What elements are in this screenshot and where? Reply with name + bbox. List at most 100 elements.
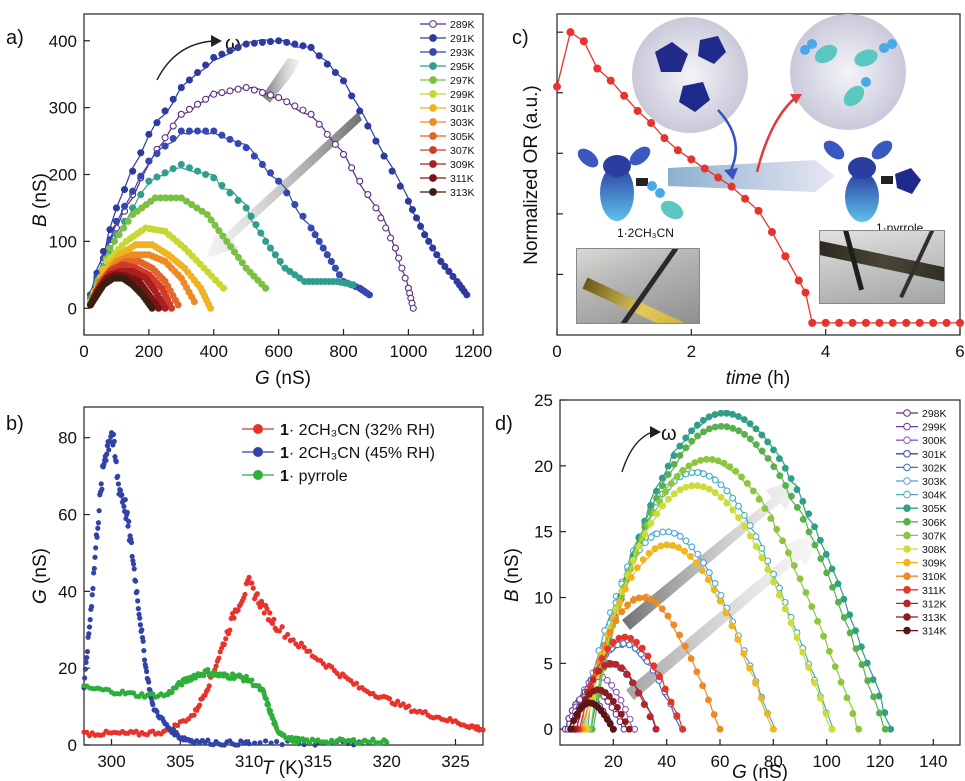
- data-point: [647, 596, 655, 603]
- data-point: [664, 495, 672, 503]
- x-tick-label: 100: [812, 752, 840, 771]
- legend-label: 303K: [450, 117, 475, 129]
- data-point: [793, 634, 801, 641]
- data-point: [161, 304, 169, 312]
- data-point: [267, 610, 273, 616]
- data-point: [620, 91, 629, 100]
- data-point: [858, 661, 866, 669]
- data-point: [230, 248, 239, 256]
- data-point: [705, 425, 713, 433]
- data-point: [705, 569, 713, 576]
- data-point: [714, 457, 722, 465]
- data-point: [752, 425, 760, 433]
- x-tick-label: 6: [955, 342, 964, 361]
- data-point: [112, 204, 120, 212]
- y-tick-label: 300: [49, 99, 77, 118]
- legend-marker: [903, 409, 911, 417]
- panel-b-series: [81, 430, 486, 748]
- data-point: [682, 537, 690, 545]
- data-point: [139, 627, 145, 633]
- data-point: [723, 423, 731, 431]
- data-point: [799, 515, 807, 523]
- data-point: [249, 580, 255, 586]
- data-point: [790, 562, 798, 570]
- photo-right-frame: [819, 230, 945, 304]
- data-point: [291, 201, 299, 209]
- data-point: [814, 617, 822, 625]
- legend-label: 301K: [450, 103, 475, 115]
- data-point: [111, 438, 117, 444]
- data-point: [767, 515, 775, 522]
- data-point: [234, 43, 242, 51]
- data-point: [348, 164, 356, 172]
- legend-label: 1· 2CH₃CN (32% RH): [280, 422, 435, 439]
- data-point: [137, 615, 143, 621]
- data-point: [840, 595, 848, 603]
- data-point: [281, 264, 289, 272]
- data-point: [202, 170, 210, 179]
- data-point: [711, 411, 719, 418]
- molecule-left-head: [603, 155, 631, 177]
- legend-label: 312K: [922, 598, 947, 610]
- legend-label: 291K: [450, 33, 475, 45]
- data-point: [252, 221, 260, 229]
- data-point: [433, 251, 441, 259]
- data-point: [720, 459, 728, 467]
- legend-marker: [903, 477, 911, 485]
- data-point: [770, 578, 778, 586]
- data-point: [635, 543, 643, 550]
- data-point: [589, 676, 597, 684]
- data-point: [148, 695, 155, 701]
- data-point: [327, 257, 335, 265]
- panel-c: c) 0 2 4 6: [512, 13, 965, 389]
- data-point: [758, 694, 765, 702]
- pyrrole-shape-3: [679, 82, 710, 112]
- legend-label: 309K: [922, 558, 947, 570]
- y-tick-label: 0: [544, 720, 553, 739]
- data-point: [331, 140, 339, 148]
- data-point: [155, 304, 163, 312]
- legend-label: 295K: [450, 61, 475, 73]
- data-point: [339, 77, 348, 85]
- molecule-right: [823, 140, 921, 222]
- data-point: [129, 553, 135, 560]
- data-point: [301, 644, 307, 650]
- data-point: [257, 740, 263, 746]
- data-point: [271, 616, 277, 622]
- data-point: [676, 451, 684, 459]
- data-point: [226, 135, 234, 143]
- data-point: [129, 204, 137, 212]
- data-point: [734, 412, 742, 420]
- data-point: [404, 197, 412, 205]
- data-point: [787, 475, 795, 483]
- x-tick-label: 0: [552, 342, 561, 361]
- molecule-right-head: [848, 157, 876, 179]
- data-point: [400, 701, 406, 707]
- data-point: [370, 736, 376, 742]
- molecule-left-arm-1: [577, 148, 599, 168]
- data-point: [681, 547, 689, 555]
- data-point: [717, 409, 725, 417]
- data-point: [177, 84, 185, 92]
- data-point: [840, 613, 848, 621]
- data-point: [406, 703, 412, 709]
- data-point: [206, 683, 212, 689]
- legend-label: 304K: [922, 490, 947, 502]
- data-point: [198, 207, 206, 215]
- data-point: [353, 680, 360, 686]
- panel-d-label: d): [495, 413, 513, 435]
- data-point: [279, 742, 285, 748]
- legend-label: 298K: [922, 408, 947, 420]
- data-point: [134, 588, 140, 595]
- molecule-left-link: [636, 178, 648, 186]
- data-point: [243, 673, 249, 679]
- data-point: [398, 264, 406, 272]
- x-tick-label: 1200: [454, 342, 492, 361]
- data-point: [168, 304, 176, 312]
- y-tick-label: 20: [58, 659, 77, 678]
- data-point: [169, 95, 177, 103]
- data-point: [88, 603, 95, 610]
- data-point: [664, 462, 672, 470]
